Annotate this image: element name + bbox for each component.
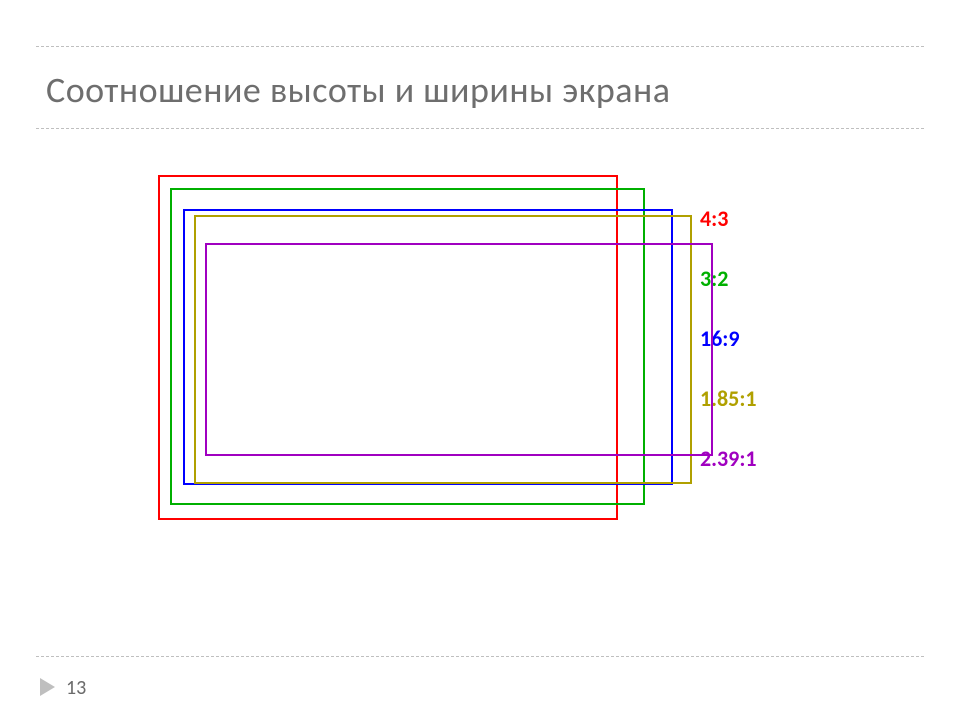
page-number: 13 xyxy=(66,676,86,700)
divider-bottom xyxy=(36,656,924,657)
divider-top xyxy=(36,46,924,47)
legend-item: 2.39:1 xyxy=(700,445,757,472)
ratio-rect xyxy=(205,243,713,456)
slide: Соотношение высоты и ширины экрана 4:33:… xyxy=(0,0,960,720)
divider-under-title xyxy=(36,128,924,129)
slide-title: Соотношение высоты и ширины экрана xyxy=(46,68,671,112)
page-arrow-icon xyxy=(40,678,55,696)
aspect-ratio-figure: 4:33:216:91.85:12.39:1 xyxy=(150,175,870,575)
legend-item: 4:3 xyxy=(700,205,728,232)
